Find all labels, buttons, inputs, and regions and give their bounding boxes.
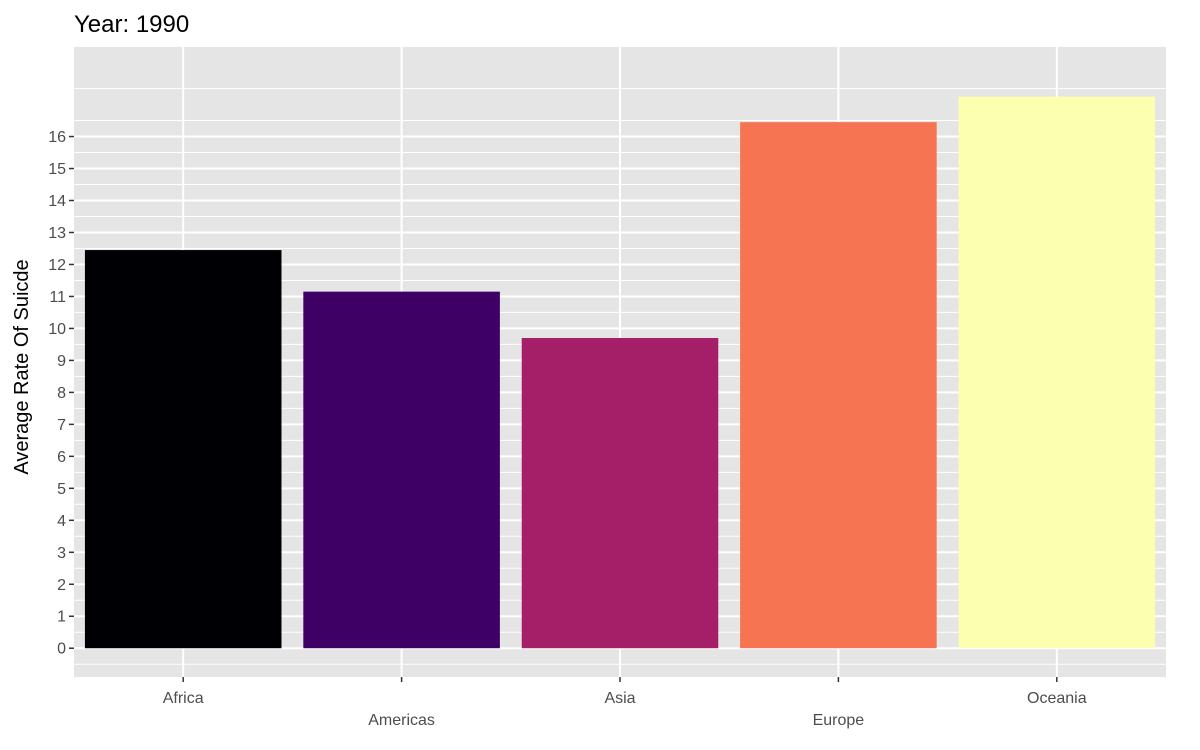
y-tick-label: 5 [57, 481, 66, 498]
x-tick-label-americas: Americas [368, 712, 435, 729]
y-tick-label: 12 [48, 257, 66, 274]
y-tick-label: 2 [57, 577, 66, 594]
y-tick-label: 7 [57, 417, 66, 434]
y-tick-label: 16 [48, 129, 66, 146]
y-tick-label: 8 [57, 385, 66, 402]
x-tick-label-europe: Europe [813, 712, 865, 729]
bar-europe [740, 122, 937, 649]
y-tick-label: 15 [48, 161, 66, 178]
y-tick-label: 10 [48, 321, 66, 338]
y-tick-label: 0 [57, 641, 66, 658]
y-axis-label: Average Rate Of Suicde [11, 259, 33, 474]
y-tick-label: 1 [57, 609, 66, 626]
y-tick-label: 3 [57, 545, 66, 562]
bar-oceania [958, 96, 1156, 649]
bar-asia [521, 338, 719, 649]
bars [84, 96, 1156, 649]
y-tick-label: 14 [48, 193, 66, 210]
y-tick-label: 13 [48, 225, 66, 242]
bar-americas [303, 291, 500, 649]
y-tick-label: 6 [57, 449, 66, 466]
x-tick-label-oceania: Oceania [1027, 690, 1087, 707]
y-tick-label: 9 [57, 353, 66, 370]
x-axis: Africa Americas Asia Europe Oceania [163, 677, 1087, 729]
bar-africa [84, 250, 282, 649]
chart-title: Year: 1990 [74, 11, 189, 38]
x-tick-label-asia: Asia [604, 690, 635, 707]
y-tick-label: 11 [49, 289, 66, 306]
y-tick-label: 4 [57, 513, 66, 530]
x-tick-label-africa: Africa [163, 690, 204, 707]
